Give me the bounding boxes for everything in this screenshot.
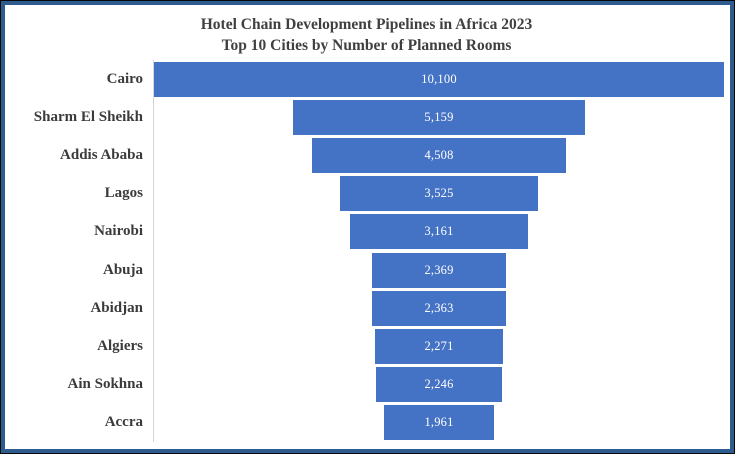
- category-label: Nairobi: [94, 223, 143, 240]
- value-label: 2,369: [424, 262, 454, 277]
- funnel-bar: 3,161: [349, 214, 529, 250]
- value-label: 3,161: [424, 224, 454, 239]
- chart-row: Cairo 10,100: [7, 60, 726, 99]
- plot-cell: 2,246: [153, 365, 726, 404]
- category-label: Addis Ababa: [60, 147, 143, 163]
- category-label: Sharm El Sheikh: [33, 108, 143, 125]
- value-label: 1,961: [424, 415, 454, 430]
- value-label: 10,100: [421, 71, 457, 86]
- category-label: Ain Sokhna: [67, 376, 143, 393]
- chart-row: Ain Sokhna 2,246: [7, 365, 726, 404]
- plot-cell: 1,961: [153, 403, 726, 443]
- funnel-bar: 4,508: [311, 138, 567, 173]
- chart-row: Lagos 3,525: [7, 174, 726, 213]
- plot-cell: 5,159: [153, 98, 726, 137]
- funnel-bar: 5,159: [293, 99, 585, 135]
- category-label: Algiers: [97, 338, 143, 355]
- plot-cell: 4,508: [153, 136, 726, 175]
- plot-cell: 2,363: [153, 289, 726, 328]
- value-label: 2,246: [424, 377, 454, 392]
- value-label: 2,363: [424, 300, 454, 315]
- funnel-bar: 3,525: [339, 176, 539, 212]
- value-label: 4,508: [424, 148, 454, 162]
- chart-title: Hotel Chain Development Pipelines in Afr…: [200, 16, 533, 33]
- funnel-plot-area: Cairo 10,100 Sharm El Sheikh 5,159 Addis…: [7, 60, 726, 443]
- funnel-bar: 1,961: [383, 405, 495, 441]
- chart-row: Nairobi 3,161: [7, 212, 726, 252]
- chart-row: Abuja 2,369: [7, 251, 726, 290]
- chart-title-block: Hotel Chain Development Pipelines in Afr…: [7, 14, 726, 58]
- category-label: Abuja: [102, 261, 143, 278]
- funnel-bar: 2,363: [372, 290, 506, 326]
- category-label: Cairo: [106, 70, 143, 87]
- chart-row: Algiers 2,271: [7, 327, 726, 366]
- funnel-bar: 2,271: [374, 329, 504, 365]
- chart-row: Addis Ababa 4,508: [7, 136, 726, 175]
- plot-cell: 2,369: [153, 251, 726, 290]
- category-label: Lagos: [104, 185, 143, 202]
- plot-cell: 3,161: [153, 212, 726, 252]
- chart-row: Accra 1,961: [7, 403, 726, 443]
- category-label: Abidjan: [90, 299, 143, 316]
- plot-cell: 10,100: [153, 60, 726, 99]
- chart-row: Abidjan 2,363: [7, 289, 726, 328]
- chart-row: Sharm El Sheikh 5,159: [7, 98, 726, 137]
- value-label: 2,271: [424, 339, 454, 354]
- plot-cell: 3,525: [153, 174, 726, 213]
- value-label: 5,159: [424, 109, 454, 124]
- funnel-bar: 2,246: [375, 367, 503, 403]
- value-label: 3,525: [424, 186, 454, 201]
- funnel-bar: 2,369: [372, 252, 506, 288]
- chart-subtitle: Top 10 Cities by Number of Planned Rooms: [221, 37, 512, 54]
- plot-cell: 2,271: [153, 327, 726, 366]
- funnel-bar: 10,100: [154, 61, 724, 97]
- category-label: Accra: [104, 414, 143, 431]
